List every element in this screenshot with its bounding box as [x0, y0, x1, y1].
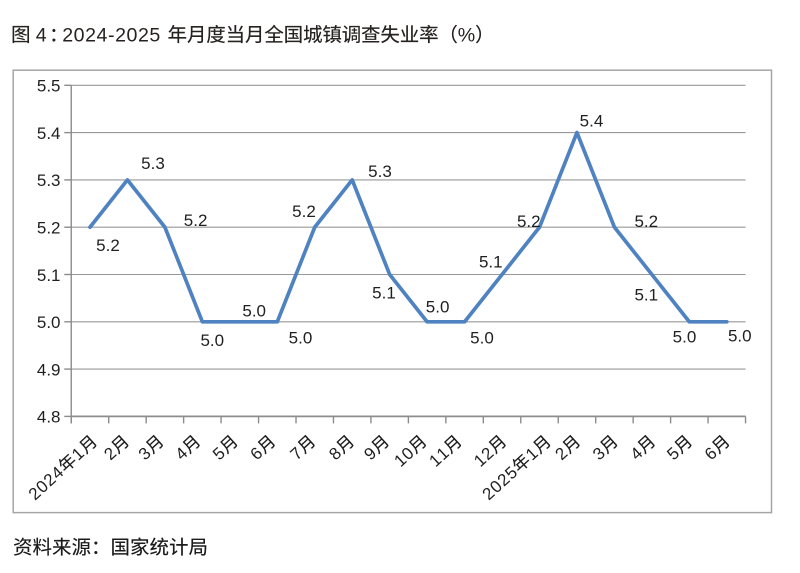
svg-text:5.0: 5.0 [200, 331, 224, 350]
svg-text:5.2: 5.2 [292, 202, 316, 221]
svg-text:5.2: 5.2 [517, 212, 541, 231]
svg-text:4: 4 [36, 25, 47, 47]
svg-text:5.0: 5.0 [426, 297, 450, 316]
svg-text:5.5: 5.5 [37, 77, 61, 96]
svg-text:5.1: 5.1 [479, 252, 503, 271]
svg-text:5.0: 5.0 [37, 313, 61, 332]
svg-text:5.3: 5.3 [141, 154, 165, 173]
svg-text:4.9: 4.9 [37, 360, 61, 379]
svg-text:5.0: 5.0 [728, 326, 752, 345]
svg-text:5.4: 5.4 [37, 124, 61, 143]
svg-text:5.1: 5.1 [372, 283, 396, 302]
svg-text:5.1: 5.1 [37, 266, 61, 285]
svg-text:5.0: 5.0 [242, 301, 266, 320]
svg-text:4.8: 4.8 [37, 408, 61, 427]
svg-text:%: % [458, 25, 475, 47]
svg-text:5.2: 5.2 [96, 236, 120, 255]
svg-text:5.0: 5.0 [470, 328, 494, 347]
svg-text:5.2: 5.2 [37, 219, 61, 238]
svg-text:5.0: 5.0 [673, 328, 697, 347]
svg-text:5.2: 5.2 [184, 211, 208, 230]
svg-text:2024-2025: 2024-2025 [62, 25, 161, 47]
svg-text:5.3: 5.3 [37, 171, 61, 190]
svg-text:5.2: 5.2 [634, 212, 658, 231]
svg-text:5.3: 5.3 [368, 162, 392, 181]
svg-text:5.4: 5.4 [580, 111, 604, 130]
svg-text:5.0: 5.0 [289, 328, 313, 347]
svg-text:5.1: 5.1 [634, 286, 658, 305]
